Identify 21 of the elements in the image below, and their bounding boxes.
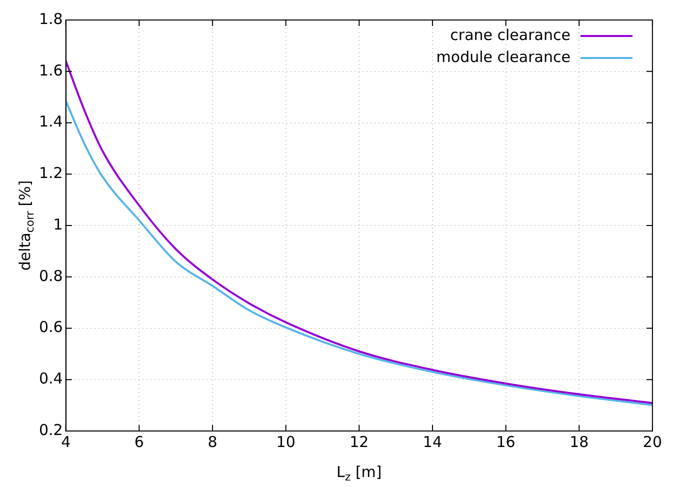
y-tick-label: 1.4 bbox=[38, 112, 63, 131]
x-tick-label: 4 bbox=[61, 432, 71, 451]
y-tick-label: 1.2 bbox=[38, 164, 63, 182]
x-tick-label: 18 bbox=[570, 432, 589, 451]
y-axis-title: deltacorr [%] bbox=[16, 180, 36, 271]
y-tick-label: 0.2 bbox=[38, 420, 63, 439]
x-tick-label: 20 bbox=[642, 432, 662, 451]
x-tick-label: 16 bbox=[496, 432, 516, 451]
x-tick-label: 8 bbox=[208, 432, 218, 451]
y-tick-label: 1.8 bbox=[38, 10, 63, 28]
legend-label: module clearance bbox=[436, 48, 570, 66]
y-tick-label: 0.4 bbox=[38, 370, 63, 388]
x-tick-label: 6 bbox=[134, 432, 144, 451]
y-tick-label: 1 bbox=[53, 215, 63, 234]
x-tick-label: 14 bbox=[422, 432, 442, 451]
y-tick-label: 1.6 bbox=[38, 61, 63, 80]
x-tick-label: 12 bbox=[350, 432, 369, 451]
y-tick-label: 0.8 bbox=[38, 266, 63, 285]
legend-label: crane clearance bbox=[450, 26, 570, 44]
y-tick-label: 0.6 bbox=[38, 318, 63, 336]
x-tick-label: 10 bbox=[276, 432, 296, 451]
